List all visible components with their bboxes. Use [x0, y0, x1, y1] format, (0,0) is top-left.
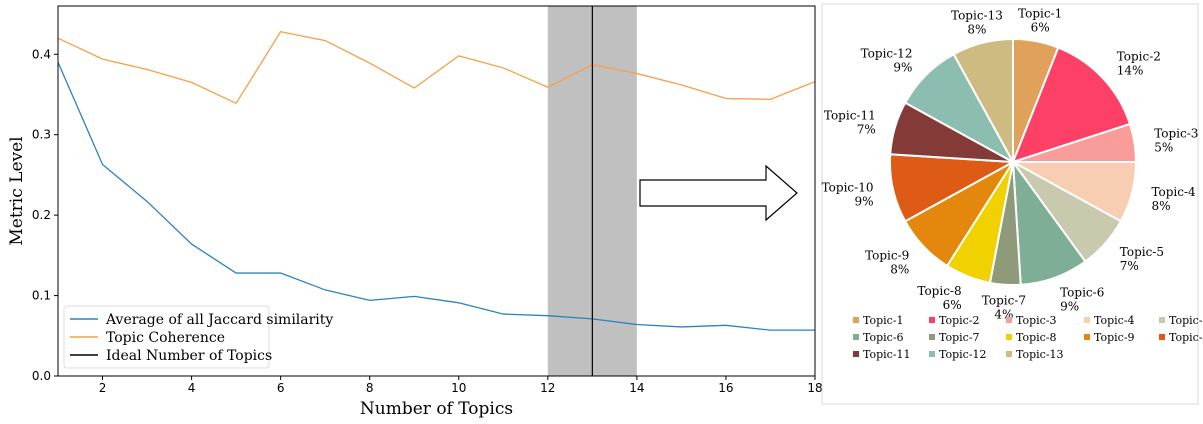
- legend-box: [63, 305, 270, 369]
- pie-percent-label: 9%: [854, 195, 873, 209]
- pie-label: Topic-6: [1060, 285, 1104, 299]
- pie-percent-label: 5%: [1154, 140, 1173, 154]
- pie-legend-swatch: [1084, 317, 1090, 323]
- pie-label: Topic-9: [865, 248, 909, 262]
- pie-percent-label: 6%: [943, 298, 962, 312]
- pie-legend-label: Topic-4: [1094, 314, 1135, 327]
- pie-label: Topic-5: [1120, 245, 1164, 259]
- pie-label: Topic-4: [1151, 185, 1196, 199]
- pie-legend-label: Topic-10: [1169, 331, 1203, 344]
- pie-legend-swatch: [929, 317, 935, 323]
- x-tick-label: 18: [807, 381, 822, 395]
- pie-legend-swatch: [1006, 334, 1012, 340]
- x-tick-label: 8: [366, 381, 374, 395]
- pie-legend-swatch: [1006, 351, 1012, 357]
- series-line-jaccard: [57, 62, 815, 331]
- pie-legend-label: Topic-9: [1094, 331, 1135, 344]
- pie-legend-label: Topic-11: [863, 348, 911, 361]
- pie-chart: Topic-16%Topic-214%Topic-35%Topic-48%Top…: [821, 3, 1203, 405]
- pie-label: Topic-10: [822, 181, 874, 195]
- pie-legend-label: Topic-12: [939, 348, 987, 361]
- y-tick-label: 0.4: [32, 47, 51, 61]
- pie-legend-swatch: [853, 334, 859, 340]
- pie-percent-label: 8%: [1151, 199, 1170, 213]
- pie-legend-label: Topic-1: [863, 314, 904, 327]
- pie-slice-topic-13: [952, 37, 1014, 163]
- pie-label: Topic-1: [1018, 7, 1062, 21]
- pie-percent-label: 7%: [857, 123, 876, 137]
- pie-legend-swatch: [853, 317, 859, 323]
- pie-legend-label: Topic-6: [863, 331, 904, 344]
- y-tick-label: 0.2: [32, 208, 51, 222]
- pie-label: Topic-11: [824, 109, 876, 123]
- y-tick-label: 0.3: [32, 128, 51, 142]
- pie-legend-label: Topic-5: [1169, 314, 1203, 327]
- pie-label: Topic-8: [917, 284, 961, 298]
- pie-percent-label: 14%: [1117, 64, 1144, 78]
- pie-percent-label: 9%: [1060, 299, 1079, 313]
- pie-legend-swatch: [853, 351, 859, 357]
- pie-legend-swatch: [929, 351, 935, 357]
- y-tick-label: 0.1: [32, 289, 51, 303]
- pie-legend: Topic-1 Topic-2 Topic-3 Topic-4 Topic-5 Topic…: [853, 314, 1203, 361]
- x-axis-label: Number of Topics: [360, 399, 513, 419]
- pie-legend-label: Topic-7: [939, 331, 980, 344]
- line-chart: 2 4 6 8 10 12 14 16 18 0.0 0.1 0.2 0.3 0.4 Number of T…: [7, 5, 823, 419]
- pie-percent-label: 6%: [1031, 21, 1050, 35]
- pie-legend-swatch: [1084, 334, 1090, 340]
- pie-legend-label: Topic-2: [939, 314, 980, 327]
- x-tick-label: 6: [277, 381, 285, 395]
- pie-legend-swatch: [1159, 334, 1165, 340]
- x-tick-label: 12: [540, 381, 555, 395]
- y-tick-label: 0.0: [32, 369, 51, 383]
- pie-percent-label: 7%: [1120, 259, 1139, 273]
- x-tick-label: 4: [188, 381, 196, 395]
- pie-legend-swatch: [1006, 317, 1012, 323]
- x-tick-label: 16: [718, 381, 733, 395]
- pie-label: Topic-12: [861, 46, 913, 60]
- pie-label: Topic-7: [982, 294, 1026, 308]
- plot-frame: [57, 5, 816, 377]
- x-tick-label: 10: [451, 381, 466, 395]
- legend-item-jaccard: Average of all Jaccard similarity: [105, 312, 333, 328]
- pie-percent-label: 9%: [893, 60, 912, 74]
- pie-legend-label: Topic-13: [1016, 348, 1064, 361]
- x-tick-label: 2: [99, 381, 107, 395]
- x-tick-label: 14: [629, 381, 644, 395]
- pie-label: Topic-3: [1154, 126, 1198, 140]
- pie-legend-swatch: [1159, 317, 1165, 323]
- pie-label: Topic-2: [1117, 50, 1161, 64]
- series-line-coherence: [57, 31, 816, 105]
- pie-legend-label: Topic-3: [1016, 314, 1057, 327]
- y-axis-label: Metric Level: [7, 136, 27, 245]
- pie-legend-swatch: [929, 334, 935, 340]
- pie-percent-label: 8%: [890, 262, 909, 276]
- legend-item-ideal: Ideal Number of Topics: [106, 348, 272, 364]
- pie-percent-label: 8%: [967, 23, 986, 37]
- legend-item-coherence: Topic Coherence: [106, 330, 225, 346]
- pie-label: Topic-13: [951, 9, 1003, 23]
- right-arrow-icon: [639, 164, 798, 222]
- line-legend: Average of all Jaccard similarity Topic C…: [63, 305, 333, 369]
- pie-legend-label: Topic-8: [1016, 331, 1057, 344]
